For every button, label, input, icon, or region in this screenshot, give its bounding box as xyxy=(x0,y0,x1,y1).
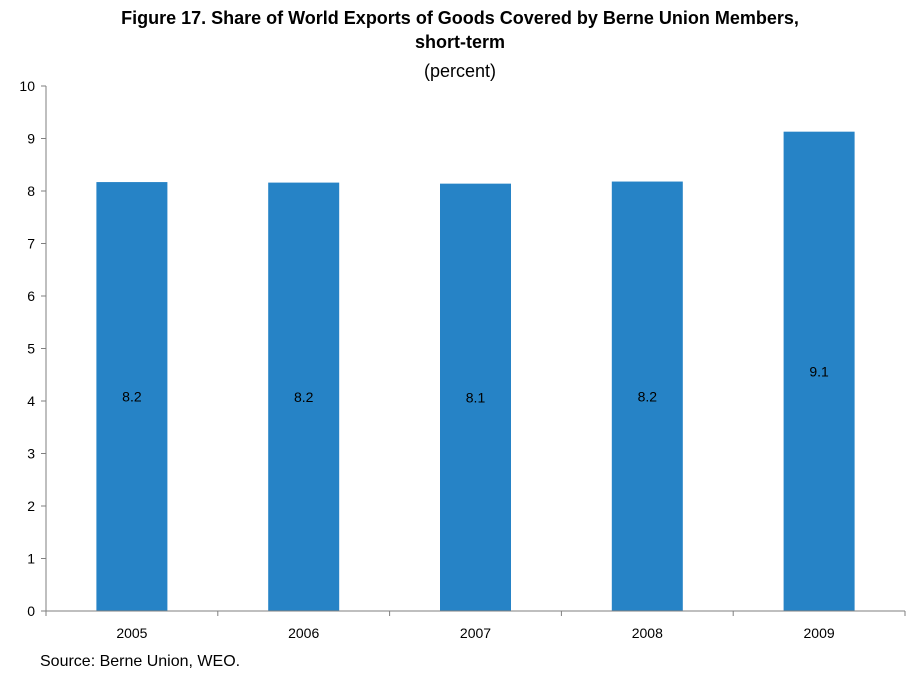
bar-2005 xyxy=(96,182,168,611)
x-tick-label: 2005 xyxy=(116,625,147,641)
data-label: 8.2 xyxy=(122,389,142,405)
y-tick-label: 5 xyxy=(27,341,35,357)
y-tick-label: 2 xyxy=(27,498,35,514)
bar-2006 xyxy=(268,182,340,611)
chart-title-line2: short-term xyxy=(414,32,505,52)
chart-title: Figure 17. Share of World Exports of Goo… xyxy=(0,6,920,54)
data-label: 8.2 xyxy=(638,388,658,404)
x-tick-label: 2007 xyxy=(460,625,491,641)
y-tick-label: 7 xyxy=(27,236,35,252)
source-note: Source: Berne Union, WEO. xyxy=(40,653,241,670)
x-tick-label: 2009 xyxy=(804,625,835,641)
y-tick-label: 8 xyxy=(27,183,35,199)
x-tick-label: 2006 xyxy=(288,625,319,641)
y-tick-label: 6 xyxy=(27,288,35,304)
chart-subtitle: (percent) xyxy=(423,61,497,81)
x-tick-label: 2008 xyxy=(632,625,663,641)
bar-2008 xyxy=(611,181,683,612)
chart-title-line1: Figure 17. Share of World Exports of Goo… xyxy=(121,8,799,28)
data-label: 8.2 xyxy=(294,389,314,405)
y-tick-label: 4 xyxy=(27,393,35,409)
data-label: 9.1 xyxy=(809,363,829,379)
y-tick-label: 10 xyxy=(19,78,35,94)
y-tick-label: 9 xyxy=(27,131,35,147)
bar-2007 xyxy=(440,183,511,611)
data-label: 8.1 xyxy=(466,389,486,405)
bar-2009 xyxy=(783,131,855,612)
y-tick-label: 3 xyxy=(27,446,35,462)
y-tick-label: 1 xyxy=(27,551,35,567)
y-tick-label: 0 xyxy=(27,603,35,619)
